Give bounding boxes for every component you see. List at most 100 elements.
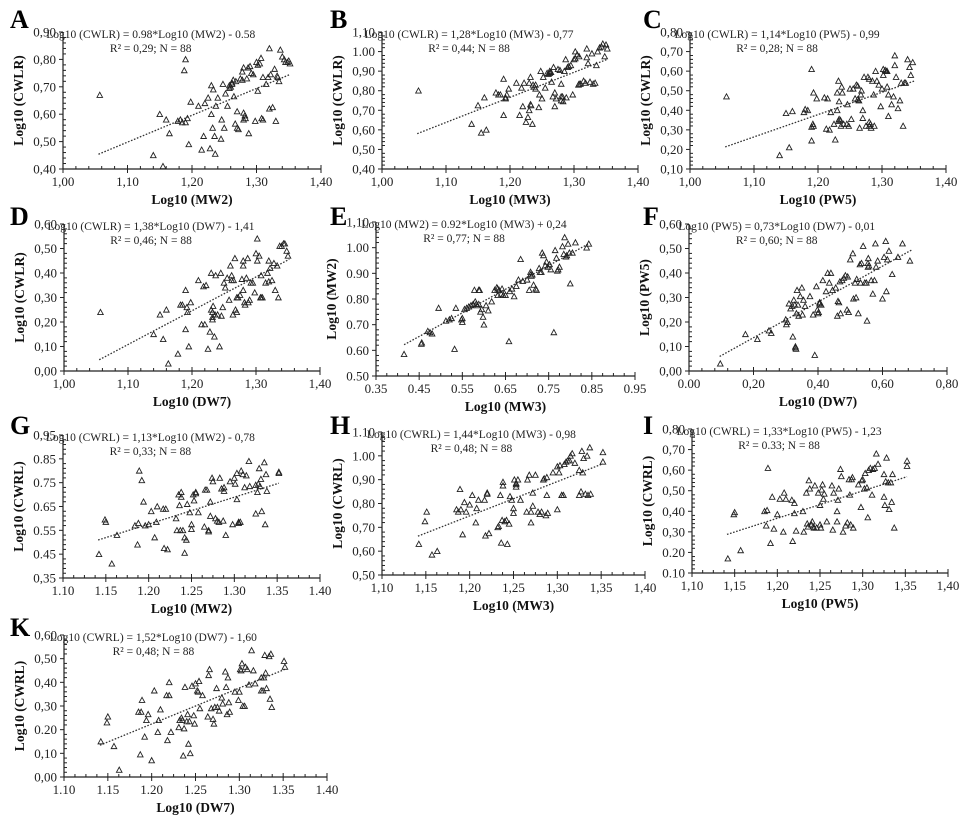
- data-point: [872, 449, 880, 457]
- y-axis-title: Log10 (CWRL): [11, 461, 26, 551]
- data-point: [195, 677, 203, 684]
- data-point: [801, 302, 809, 309]
- data-point: [246, 296, 254, 303]
- trend-line: [98, 258, 290, 361]
- data-point: [875, 81, 883, 88]
- data-point: [857, 503, 865, 511]
- data-point: [526, 100, 535, 108]
- data-point: [528, 120, 536, 127]
- data-point: [457, 505, 465, 513]
- data-point: [215, 518, 223, 525]
- data-point: [482, 126, 490, 133]
- x-tick-label: 1,10: [117, 376, 140, 391]
- data-point: [240, 63, 248, 71]
- data-point: [822, 125, 830, 132]
- x-tick-label: 1,10: [116, 174, 139, 189]
- data-point: [878, 294, 887, 302]
- data-point: [263, 269, 272, 276]
- data-point: [539, 73, 547, 80]
- data-point: [217, 312, 225, 319]
- data-point: [228, 276, 236, 284]
- y-tick-label: 0,35: [33, 571, 56, 586]
- y-tick-label: 0,10: [659, 339, 682, 354]
- data-point: [872, 263, 880, 270]
- data-point: [231, 254, 239, 262]
- data-point: [859, 114, 867, 121]
- data-point: [857, 90, 865, 98]
- data-point: [201, 99, 209, 107]
- data-point: [471, 297, 479, 305]
- data-point: [273, 72, 281, 79]
- y-tick-label: 0,80: [660, 25, 683, 40]
- data-point: [248, 646, 256, 654]
- data-point: [136, 750, 144, 758]
- data-point: [825, 126, 834, 133]
- regression-stats: R² = 0,48; N = 88: [113, 646, 195, 658]
- data-point: [512, 480, 520, 488]
- data-point: [256, 59, 264, 67]
- regression-equation: Log10 (PW5) = 0,73*Log10 (DW7) - 0,01: [678, 221, 875, 233]
- y-tick-label: 0.90: [346, 266, 369, 281]
- panel-letter: H: [330, 411, 350, 440]
- data-point: [261, 651, 269, 658]
- data-point: [848, 473, 856, 481]
- data-point: [904, 55, 912, 63]
- x-tick-label: 1.10: [52, 583, 75, 598]
- data-point: [182, 325, 190, 333]
- data-point: [724, 554, 732, 562]
- data-point: [587, 490, 595, 497]
- data-point: [592, 61, 600, 69]
- data-point: [857, 279, 865, 286]
- regression-equation: Log10 (CWRL) = 1,52*Log10 (DW7) - 1,60: [50, 632, 257, 644]
- y-tick-label: 0,90: [352, 64, 375, 79]
- data-point: [782, 495, 790, 502]
- data-point: [599, 39, 607, 47]
- data-point: [586, 78, 594, 85]
- data-point: [488, 297, 496, 305]
- data-point: [845, 308, 853, 316]
- data-point: [835, 298, 843, 306]
- data-point: [888, 100, 896, 108]
- data-point: [178, 716, 186, 724]
- data-point: [586, 443, 594, 451]
- data-point: [570, 55, 578, 63]
- data-point: [230, 92, 238, 100]
- data-point: [233, 107, 241, 115]
- x-tick-label: 1,25: [809, 578, 832, 593]
- data-point: [262, 684, 271, 692]
- data-point: [798, 310, 807, 318]
- data-point: [196, 704, 204, 712]
- data-point: [839, 528, 847, 535]
- data-point: [190, 711, 198, 719]
- data-point: [583, 44, 591, 52]
- data-point: [812, 282, 820, 290]
- data-point: [902, 79, 910, 86]
- data-point: [184, 740, 193, 747]
- y-tick-label: 0,80: [662, 422, 685, 437]
- y-axis-title: Log10 (CWLR): [12, 252, 27, 342]
- data-point: [147, 507, 155, 515]
- data-point: [217, 135, 225, 142]
- data-point: [819, 480, 827, 488]
- data-point: [564, 240, 572, 247]
- y-tick-label: 0,60: [662, 463, 685, 478]
- data-point: [225, 698, 233, 706]
- data-point: [601, 52, 609, 60]
- regression-equation: Log10 (CWRL) = 1,44*Log10 (MW3) - 0,98: [367, 429, 576, 441]
- data-point: [520, 79, 528, 86]
- data-point: [183, 500, 191, 507]
- y-tick-label: 0,50: [34, 651, 57, 666]
- data-point: [241, 111, 249, 119]
- data-point: [242, 274, 250, 281]
- x-tick-label: 1,20: [181, 376, 204, 391]
- data-point: [235, 519, 243, 527]
- y-tick-label: 0.80: [346, 292, 369, 307]
- data-point: [162, 306, 170, 313]
- data-point: [194, 688, 202, 695]
- data-point: [854, 480, 862, 488]
- data-point: [808, 65, 816, 73]
- data-point: [221, 89, 230, 97]
- data-point: [603, 44, 611, 52]
- x-tick-label: 0.95: [624, 381, 647, 396]
- data-point: [160, 544, 168, 552]
